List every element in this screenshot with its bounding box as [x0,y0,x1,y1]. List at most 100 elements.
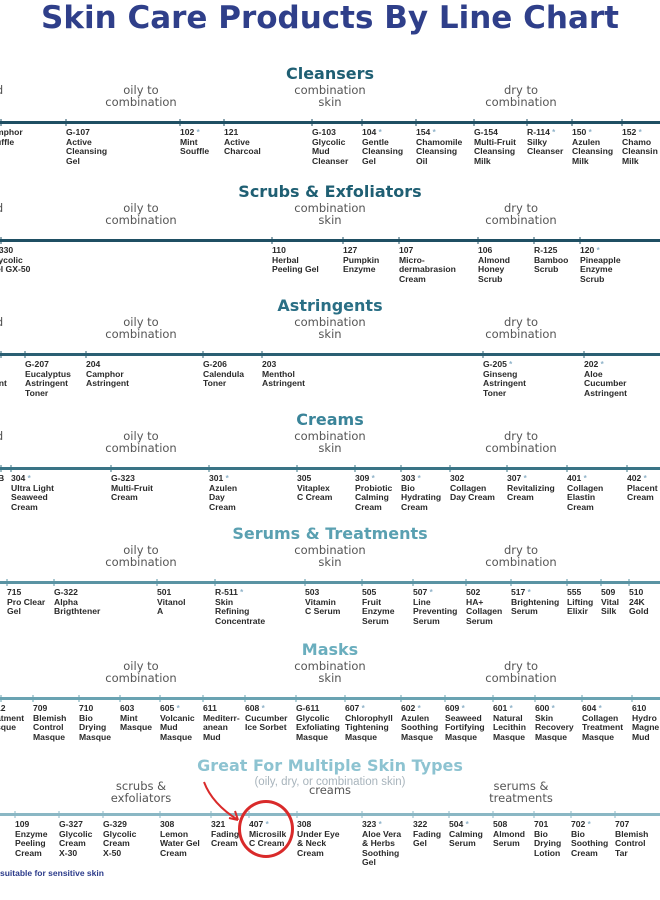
product-label: 603 Mint Masque [120,703,152,733]
axis-tick [600,579,602,586]
product-label: 715 Pro Clear Gel [7,587,46,617]
product-label: R-114 * Silky Cleanser [527,127,564,157]
axis-tick [415,119,417,126]
section-0: Cleansers ed oily to combination combinatio… [0,64,660,184]
axis-tick [223,119,225,126]
sensitive-star-icon: * [525,588,531,597]
axis-tick [400,465,402,472]
product-label: 127 Pumpkin Enzyme [343,245,380,275]
axis-tick [571,119,573,126]
sensitive-star-icon: * [507,704,513,713]
product-label: 121 Active Charcoal [224,127,261,157]
product-label: G-154 Multi-Fruit Cleansing Milk [474,127,516,166]
zone-label: ed [0,84,3,96]
section-1: Scrubs & Exfoliators ed oily to combinatio… [0,182,660,302]
sensitive-star-icon: * [596,704,602,713]
axis-tick [110,465,112,472]
axis-tick [0,465,2,472]
sensitive-star-icon: * [594,246,600,255]
product-label: 609 * Seaweed Fortifying Masque [445,703,485,742]
product-label: 302 Collagen Day Cream [450,473,495,503]
product-label: 402 * Placent Cream [627,473,658,503]
product-label: 150 * Azulen Cleansing Milk [572,127,614,166]
axis-tick [296,811,298,818]
sensitive-star-icon: * [636,128,642,137]
axis-tick [361,811,363,818]
axis-tick [492,811,494,818]
section-title: Masks [301,640,359,659]
product-label: 607 * Chlorophyll Tightening Masque [345,703,393,742]
axis-tick [583,351,585,358]
axis-tick [304,579,306,586]
sensitive-star-icon: * [521,474,527,483]
axis-line [0,467,660,470]
axis-tick [614,811,616,818]
product-label: 507 * Line Preventing Serum [413,587,458,626]
sensitive-star-icon: * [359,704,365,713]
axis-tick [208,465,210,472]
axis-tick [449,465,451,472]
axis-tick [261,351,263,358]
product-label: 608 * Cucumber Ice Sorbet [245,703,288,733]
product-label: 102 * Mint Souffle [180,127,210,157]
axis-line [0,239,660,242]
axis-tick [361,579,363,586]
zone-label: dry to combination [485,83,557,109]
product-label: 505 Fruit Enzyme Serum [362,587,395,626]
axis-tick [506,465,508,472]
zone-label: ed [0,202,3,214]
axis-tick [0,695,2,702]
axis-tick [159,695,161,702]
sensitive-star-icon: * [598,360,604,369]
zone-label: oily to combination [105,659,177,685]
product-label: 604 * Collagen Treatment Masque [582,703,624,742]
product-label: 309 * Probiotic Calming Cream [355,473,393,512]
axis-tick [492,695,494,702]
product-label: R-511 * Skin Refining Concentrate [215,587,266,626]
sensitive-star-icon: * [585,820,591,829]
axis-tick [354,465,356,472]
axis-tick [579,237,581,244]
product-label: 701 Bio Drying Lotion [534,819,562,858]
product-label: G-205 * Ginseng Astringent Toner [483,359,526,398]
product-label: 307 * Revitalizing Cream [507,473,555,503]
product-label: 322 Fading Gel [413,819,442,849]
product-label: 301 * Azulen Day Cream [209,473,238,512]
product-label: 308 Lemon Water Gel Cream [160,819,200,858]
axis-tick [398,237,400,244]
axis-tick [400,695,402,702]
axis-line [0,353,660,356]
sensitive-star-icon: * [194,128,200,137]
zone-label: scrubs & exfoliators [110,779,172,805]
product-label: 152 * Chamo Cleansin Milk [622,127,658,166]
axis-tick [444,695,446,702]
product-label: 303 * Bio Hydrating Cream [401,473,442,512]
product-label: G-107 Active Cleansing Gel [66,127,108,166]
axis-tick [58,811,60,818]
product-label: 321 Fading Cream [211,819,240,849]
zone-label: combination skin [294,83,366,109]
section-3: Creams ed oily to combination combination s… [0,410,660,530]
product-label: 502 HA+ Collagen Serum [466,587,503,626]
axis-tick [412,811,414,818]
sensitive-star-icon: * [369,474,375,483]
axis-tick [631,695,633,702]
section-title: Astringents [277,296,383,315]
product-label: 517 * Brightening Serum [511,587,560,617]
axis-tick [621,119,623,126]
sensitive-star-icon: * [641,474,647,483]
section-title: Great For Multiple Skin Types [197,756,463,775]
axis-tick [570,811,572,818]
axis-tick [85,351,87,358]
sensitive-star-icon: * [415,474,421,483]
axis-tick [32,695,34,702]
axis-tick [14,811,16,818]
product-label: 509 Vital Silk [601,587,619,617]
product-label: 305 Vitaplex C Cream [297,473,333,503]
section-2: Astringents ed oily to combination combinat… [0,296,660,416]
section-title: Serums & Treatments [232,524,428,543]
axis-tick [78,695,80,702]
product-label: 107 Micro- dermabrasion Cream [399,245,456,284]
product-label: 154 * Chamomile Cleansing Oil [416,127,463,166]
axis-line [0,697,660,700]
